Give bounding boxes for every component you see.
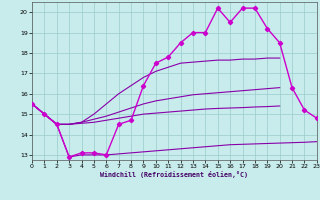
X-axis label: Windchill (Refroidissement éolien,°C): Windchill (Refroidissement éolien,°C): [100, 171, 248, 178]
